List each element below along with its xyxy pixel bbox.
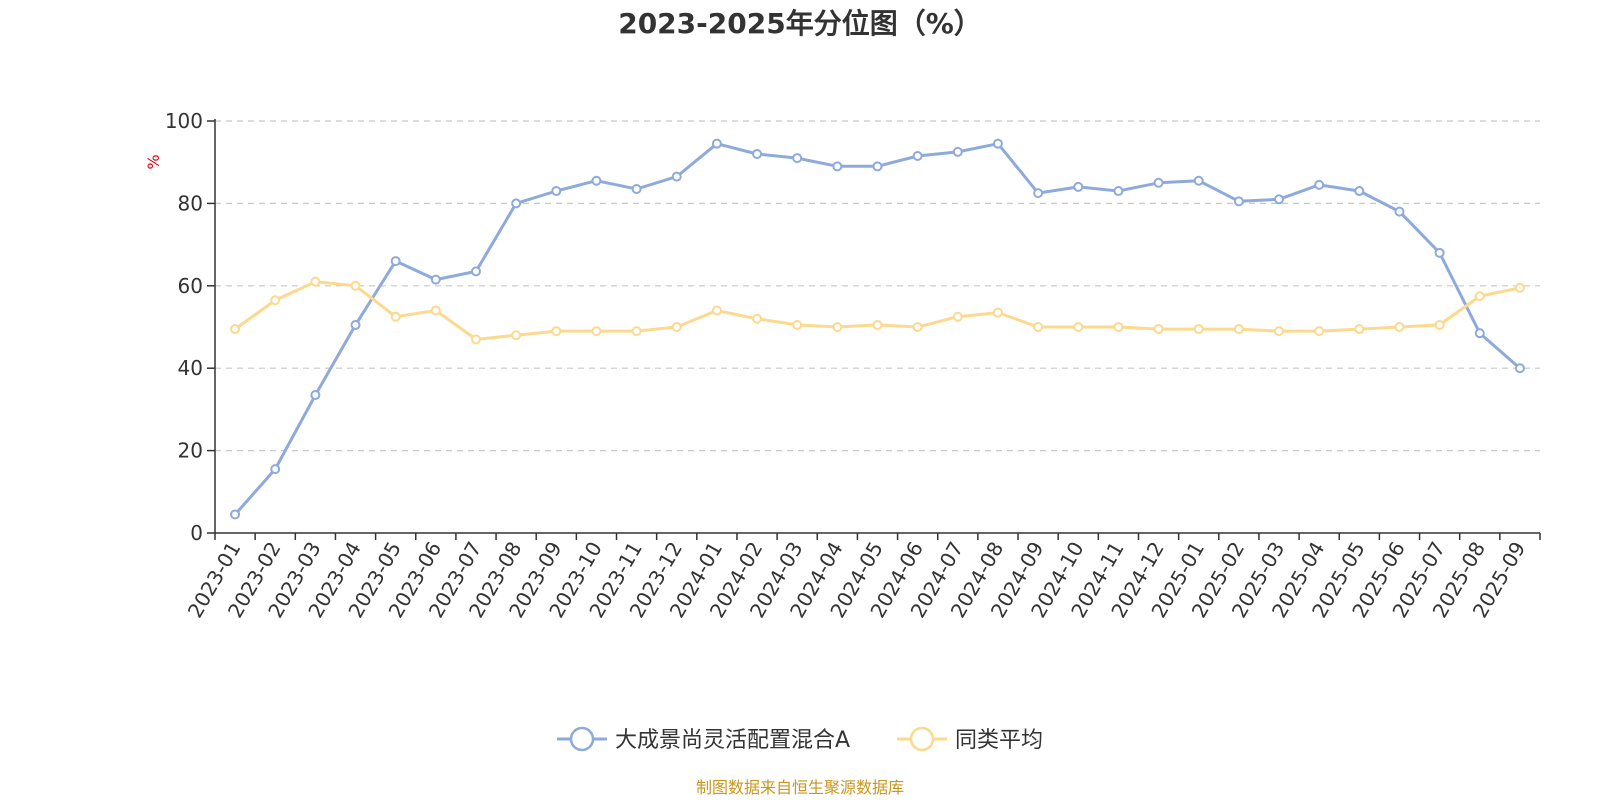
legend-marker	[569, 726, 595, 752]
data-point[interactable]	[470, 266, 481, 277]
grid-lines	[215, 120, 1540, 452]
data-point[interactable]	[470, 334, 481, 345]
data-point[interactable]	[912, 151, 923, 162]
data-point[interactable]	[551, 326, 562, 337]
data-point[interactable]	[1233, 196, 1244, 207]
data-point[interactable]	[992, 307, 1003, 318]
data-point[interactable]	[1193, 324, 1204, 335]
data-point[interactable]	[832, 161, 843, 172]
data-point[interactable]	[1394, 322, 1405, 332]
data-point[interactable]	[1314, 179, 1325, 190]
data-point[interactable]	[310, 389, 321, 400]
data-point[interactable]	[752, 148, 763, 159]
data-point[interactable]	[511, 330, 522, 341]
data-point[interactable]	[430, 305, 441, 316]
y-tick-label: 40	[178, 356, 203, 380]
data-point[interactable]	[671, 322, 682, 332]
data-point[interactable]	[1073, 322, 1084, 332]
y-tick-label: 60	[178, 274, 203, 298]
data-point[interactable]	[872, 319, 883, 330]
data-point[interactable]	[1193, 175, 1204, 186]
legend-label: 大成景尚灵活配置混合A	[615, 728, 850, 753]
legend-item[interactable]: 同类平均	[897, 726, 1043, 753]
data-point[interactable]	[591, 175, 602, 186]
data-point[interactable]	[711, 138, 722, 149]
data-point[interactable]	[1314, 326, 1325, 337]
data-point[interactable]	[1113, 186, 1124, 197]
data-point[interactable]	[1073, 181, 1084, 192]
data-point[interactable]	[230, 324, 241, 335]
data-point[interactable]	[992, 138, 1003, 149]
series-lines	[230, 138, 1525, 520]
data-point[interactable]	[872, 161, 883, 172]
data-point[interactable]	[952, 311, 963, 322]
data-point[interactable]	[1354, 324, 1365, 335]
legend-item[interactable]: 大成景尚灵活配置混合A	[557, 726, 850, 753]
data-point[interactable]	[1233, 324, 1244, 335]
data-point[interactable]	[350, 319, 361, 330]
data-point[interactable]	[1514, 363, 1525, 374]
y-tick-label: 100	[165, 109, 203, 133]
data-point[interactable]	[1153, 177, 1164, 188]
data-point[interactable]	[631, 326, 642, 337]
y-tick-label: 80	[178, 191, 203, 215]
data-point[interactable]	[792, 153, 803, 164]
legend-marker	[909, 726, 935, 752]
data-point[interactable]	[832, 322, 843, 332]
data-point[interactable]	[390, 311, 401, 322]
data-point[interactable]	[591, 326, 602, 337]
data-point[interactable]	[912, 322, 923, 332]
data-point[interactable]	[230, 509, 241, 520]
data-point[interactable]	[1434, 247, 1445, 258]
data-point[interactable]	[1474, 328, 1485, 339]
y-tick-label: 0	[190, 521, 203, 545]
data-point[interactable]	[511, 198, 522, 209]
legend[interactable]: 大成景尚灵活配置混合A 同类平均	[557, 726, 1043, 753]
series-line	[234, 280, 1521, 341]
data-point[interactable]	[270, 295, 281, 306]
data-point[interactable]	[1153, 324, 1164, 335]
data-point[interactable]	[1474, 291, 1485, 302]
data-point[interactable]	[1274, 326, 1285, 337]
data-point[interactable]	[1113, 322, 1124, 332]
y-tick-label: 20	[178, 439, 203, 463]
data-point[interactable]	[1514, 282, 1525, 293]
data-point[interactable]	[1033, 322, 1044, 332]
data-point[interactable]	[350, 280, 361, 291]
data-point[interactable]	[551, 186, 562, 197]
data-point[interactable]	[1354, 186, 1365, 197]
data-point[interactable]	[430, 274, 441, 285]
data-point[interactable]	[390, 256, 401, 267]
data-point[interactable]	[752, 313, 763, 324]
data-point[interactable]	[631, 183, 642, 194]
legend-label: 同类平均	[955, 728, 1043, 753]
series-group	[230, 276, 1525, 345]
data-point[interactable]	[1434, 319, 1445, 330]
data-point[interactable]	[711, 305, 722, 316]
data-source-note: 制图数据来自恒生聚源数据库	[696, 778, 904, 797]
data-point[interactable]	[671, 171, 682, 182]
data-point[interactable]	[310, 276, 321, 287]
y-axis-unit: %	[144, 154, 163, 169]
data-point[interactable]	[792, 319, 803, 330]
chart-title: 2023-2025年分位图（%）	[618, 7, 982, 40]
data-point[interactable]	[1394, 206, 1405, 217]
data-point[interactable]	[952, 146, 963, 157]
series-group	[230, 138, 1525, 520]
data-point[interactable]	[1033, 188, 1044, 199]
data-point[interactable]	[270, 464, 281, 475]
data-point[interactable]	[1274, 194, 1285, 205]
